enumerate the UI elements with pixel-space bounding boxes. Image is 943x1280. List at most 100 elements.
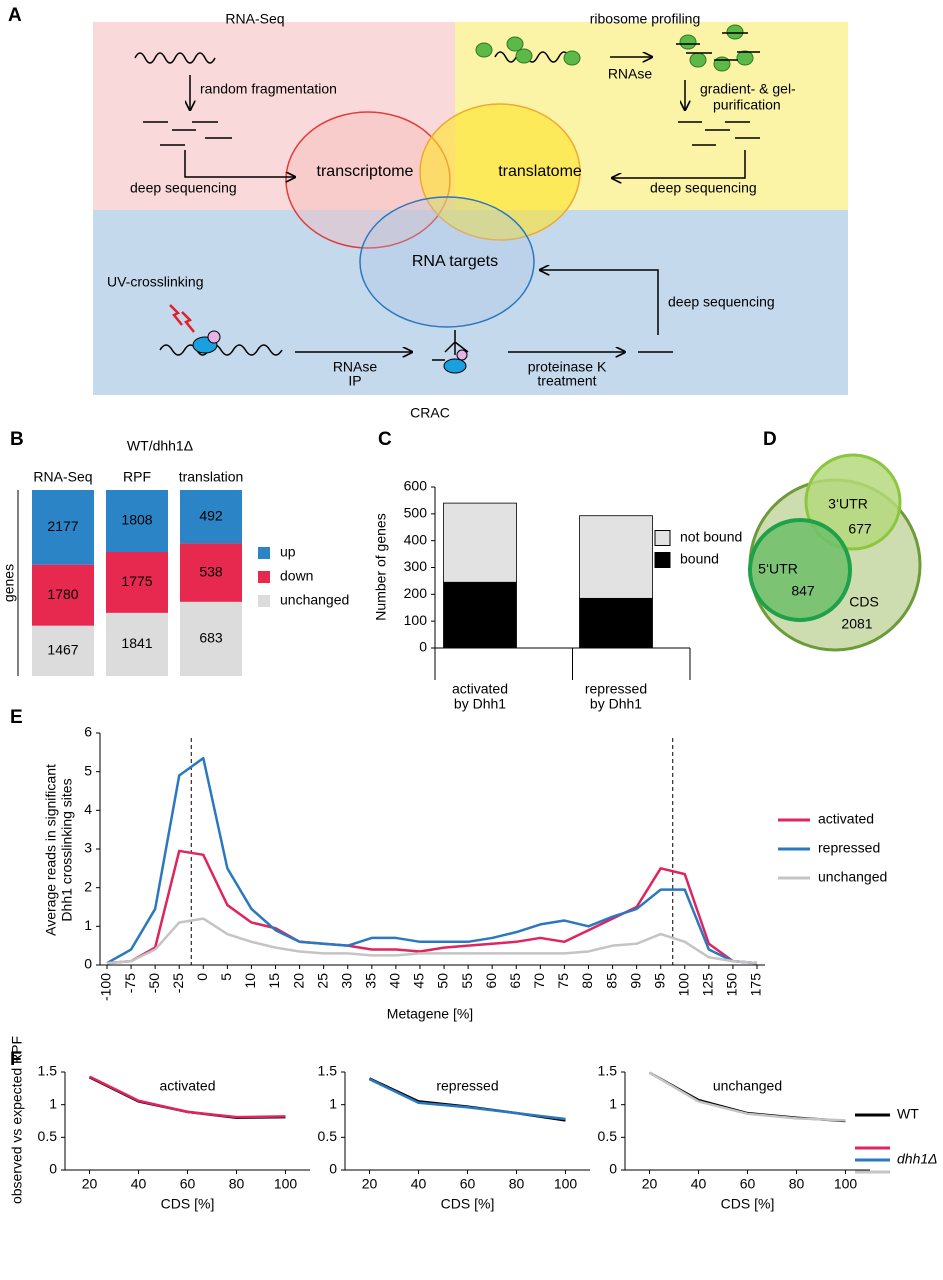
bar-segment <box>579 515 653 599</box>
y-tick-label: 0.5 <box>598 1128 618 1144</box>
panel-label: F <box>10 1049 22 1070</box>
ribosomes <box>475 24 760 72</box>
y-tick-label: 1 <box>49 1095 57 1111</box>
protein <box>443 358 467 374</box>
data-label: 1808 <box>121 512 152 528</box>
x-tick-label: 100 <box>274 1176 298 1192</box>
y-tick-label: 5 <box>84 762 92 778</box>
caption: purification <box>713 97 781 113</box>
set-count: 2081 <box>841 616 872 632</box>
series-line <box>106 756 758 965</box>
caption: random fragmentation <box>200 81 337 97</box>
x-tick-label: 80 <box>509 1176 525 1192</box>
bar-segment <box>106 552 168 613</box>
legend-label: repressed <box>818 840 880 856</box>
x-tick-label: 100 <box>834 1176 858 1192</box>
y-tick-label: 500 <box>404 505 428 521</box>
y-axis-label: Dhh1 crosslinking sites <box>59 778 75 921</box>
y-tick-label: 6 <box>84 724 92 740</box>
x-tick-label: -25 <box>170 973 186 993</box>
set-name: 3‘UTR <box>828 496 868 512</box>
set-label: transcriptome <box>317 163 414 180</box>
legend-label: dhh1Δ <box>897 1151 938 1167</box>
bar-segment <box>106 490 168 552</box>
ribosome <box>736 50 754 66</box>
ribosome <box>475 42 493 58</box>
bar-segment <box>106 612 168 676</box>
y-axis-label: Average reads in significant <box>43 764 59 936</box>
venn-circle <box>748 518 852 622</box>
x-tick-label: 50 <box>435 973 451 989</box>
chart-title: unchanged <box>713 1078 782 1094</box>
y-tick-label: 0.5 <box>318 1128 338 1144</box>
caption: RNA-Seq <box>225 11 284 27</box>
y-tick-label: 1.5 <box>598 1063 618 1079</box>
x-tick-label: 95 <box>651 973 667 989</box>
x-tick-label: 85 <box>603 973 619 989</box>
x-tick-label: by Dhh1 <box>590 696 642 712</box>
x-tick-label: 40 <box>387 973 403 989</box>
series-line <box>106 917 758 965</box>
peptide <box>432 330 469 361</box>
caption: UV-crosslinking <box>107 274 203 290</box>
panel-label: B <box>10 429 24 450</box>
x-tick-label: 5 <box>218 973 234 981</box>
legend-label: unchanged <box>818 869 887 885</box>
x-tick-label: 45 <box>411 973 427 989</box>
caption: RNAse <box>608 66 653 82</box>
arrow <box>184 150 295 177</box>
x-tick-label: 15 <box>266 973 282 989</box>
chart-title: activated <box>159 1078 215 1094</box>
x-tick-label: 60 <box>483 973 499 989</box>
y-tick-label: 1 <box>84 917 92 933</box>
y-tick-label: 4 <box>84 801 92 817</box>
x-tick-label: 100 <box>675 973 691 997</box>
panel-label: C <box>378 429 392 450</box>
set-label: RNA targets <box>412 253 498 270</box>
x-tick-label: 40 <box>131 1176 147 1192</box>
x-tick-label: 20 <box>82 1176 98 1192</box>
x-tick-label: 20 <box>290 973 306 989</box>
x-tick-label: 65 <box>507 973 523 989</box>
series-line <box>106 849 758 965</box>
y-tick-label: 100 <box>404 612 428 628</box>
x-tick-label: repressed <box>585 681 647 697</box>
panel-label: E <box>10 707 23 728</box>
data-label: 1775 <box>121 573 152 589</box>
ribosome <box>515 48 533 64</box>
set-count: 847 <box>791 583 815 599</box>
y-tick-label: 400 <box>404 531 428 547</box>
x-tick-label: 70 <box>531 973 547 989</box>
x-tick-label: 80 <box>789 1176 805 1192</box>
ribosome <box>713 56 731 72</box>
x-axis-label: CDS [%] <box>721 1196 775 1212</box>
caption: proteinase K <box>528 359 607 375</box>
x-tick-label: 20 <box>642 1176 658 1192</box>
caption: IP <box>348 373 361 389</box>
ribosome <box>506 36 524 52</box>
legend-label: down <box>280 568 313 584</box>
protein-part <box>456 349 468 361</box>
legend-label: unchanged <box>280 592 349 608</box>
rna-strand <box>134 52 216 64</box>
ribosome <box>563 50 581 66</box>
y-tick-label: 0 <box>329 1161 337 1177</box>
set-name: 5‘UTR <box>758 561 798 577</box>
x-axis-label: CDS [%] <box>441 1196 495 1212</box>
legend-swatch <box>654 552 671 568</box>
y-tick-label: 0.5 <box>38 1128 58 1144</box>
x-tick-label: 55 <box>459 973 475 989</box>
caption: deep sequencing <box>668 294 775 310</box>
x-tick-label: RPF <box>123 469 151 485</box>
legend-label: bound <box>680 551 719 567</box>
y-tick-label: 1 <box>329 1095 337 1111</box>
ribosome <box>726 24 744 40</box>
data-label: 1467 <box>47 642 78 658</box>
x-tick-label: 0 <box>194 973 210 981</box>
ribosome <box>679 34 697 50</box>
legend-swatch <box>258 547 270 559</box>
uv-lightning <box>169 304 195 333</box>
y-tick-label: 200 <box>404 585 428 601</box>
data-label: 683 <box>199 630 223 646</box>
